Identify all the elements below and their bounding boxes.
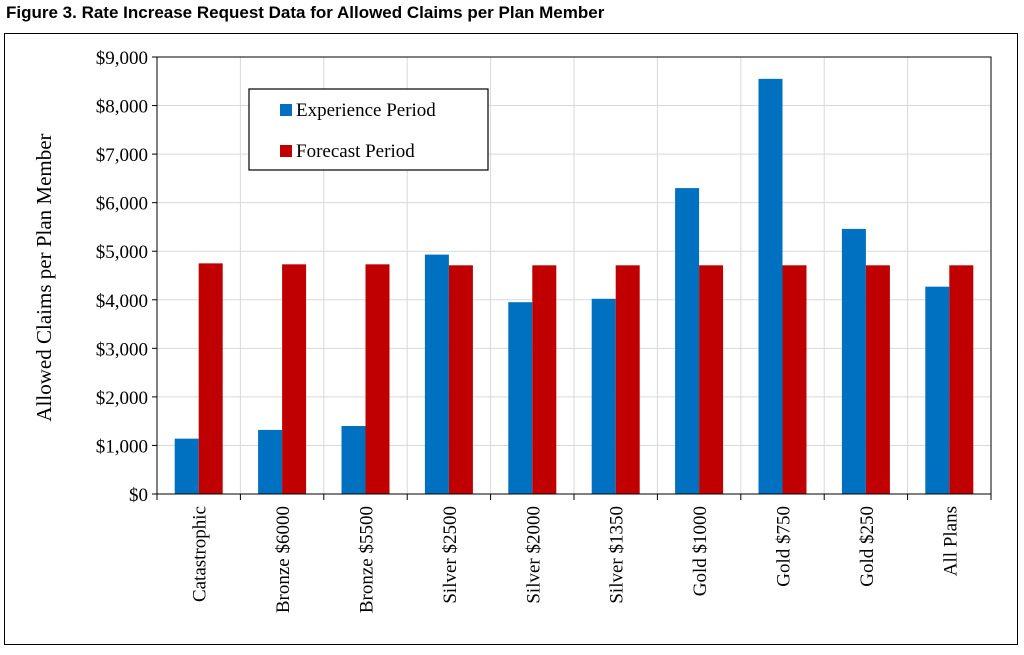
y-axis-label: Allowed Claims per Plan Member	[32, 133, 56, 421]
experience-bar	[841, 228, 866, 495]
experience-bar	[341, 426, 366, 494]
x-tick-label: Silver $2500	[440, 506, 461, 604]
legend-label-forecast: Forecast Period	[296, 141, 415, 162]
chart-frame	[4, 33, 1018, 645]
forecast-bar	[448, 265, 473, 494]
experience-bar	[174, 438, 199, 494]
forecast-bar	[282, 264, 307, 494]
forecast-bar	[782, 265, 807, 494]
experience-bar	[925, 286, 950, 494]
forecast-bar	[865, 265, 890, 494]
x-tick-label: All Plans	[940, 506, 961, 576]
y-tick-label: $5,000	[96, 242, 148, 263]
forecast-bar	[532, 265, 557, 494]
forecast-bar	[198, 263, 223, 494]
experience-bar	[758, 78, 783, 494]
legend-label-experience: Experience Period	[296, 100, 436, 121]
figure-title: Figure 3. Rate Increase Request Data for…	[6, 3, 605, 22]
x-tick-label: Gold $250	[857, 506, 878, 587]
x-tick-label: Bronze $5500	[357, 506, 378, 613]
y-tick-label: $3,000	[96, 339, 148, 360]
forecast-bar	[615, 265, 640, 494]
forecast-bar	[949, 265, 974, 494]
forecast-bar	[699, 265, 724, 494]
experience-bar	[508, 302, 533, 494]
forecast-bar	[365, 264, 390, 494]
y-tick-label: $1,000	[96, 436, 148, 457]
y-tick-label: $9,000	[96, 48, 148, 69]
y-tick-label: $2,000	[96, 388, 148, 409]
y-tick-label: $0	[129, 485, 148, 506]
legend-swatch-experience	[280, 104, 292, 116]
experience-bar	[258, 429, 283, 494]
experience-bar	[424, 254, 449, 494]
legend: Experience Period Forecast Period	[248, 88, 489, 171]
bars	[174, 78, 974, 495]
x-tick-label: Silver $2000	[523, 506, 544, 604]
x-tick-label: Catastrophic	[190, 506, 211, 602]
y-tick-label: $8,000	[96, 97, 148, 118]
y-tick-label: $4,000	[96, 291, 148, 312]
y-tick-label: $6,000	[96, 194, 148, 215]
y-tick-labels: $0 $1,000 $2,000 $3,000 $4,000 $5,000 $6,000 $7…	[96, 48, 157, 506]
x-tick-labels: Catastrophic Bronze $6000 Bronze $5500 Silv…	[156, 494, 992, 613]
x-tick-label: Silver $1350	[607, 506, 628, 604]
x-tick-label: Gold $750	[774, 506, 795, 587]
experience-bar	[591, 298, 616, 494]
x-tick-label: Gold $1000	[690, 506, 711, 596]
y-tick-label: $7,000	[96, 145, 148, 166]
experience-bar	[675, 188, 700, 494]
x-tick-label: Bronze $6000	[273, 506, 294, 613]
legend-swatch-forecast	[280, 145, 292, 157]
